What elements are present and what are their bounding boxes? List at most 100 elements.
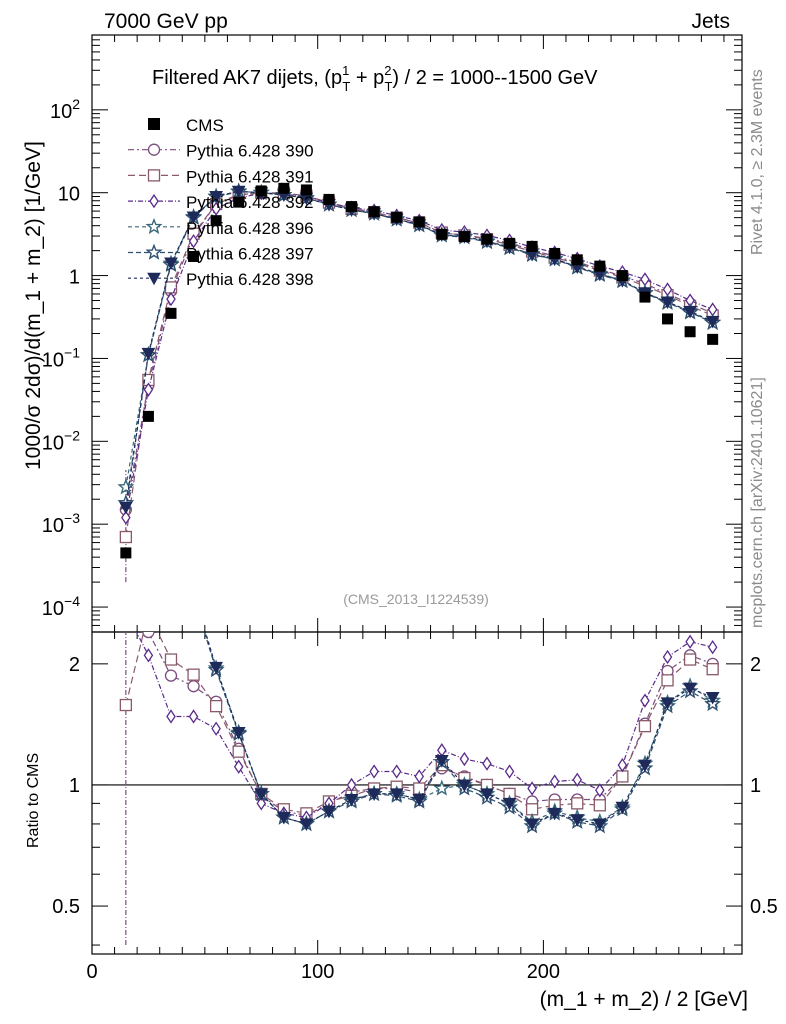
y-tick-label: 1 — [69, 267, 80, 289]
ratio-series-point — [525, 818, 539, 831]
ratio-series-point — [188, 709, 199, 724]
ratio-y-tick-label: 2 — [69, 654, 80, 676]
series-point — [660, 296, 675, 310]
title-sup1: 1 — [342, 63, 349, 78]
ratio-series-point — [119, 698, 133, 712]
legend-marker — [147, 272, 161, 286]
ratio-series-point — [660, 697, 675, 710]
ratio-series-point — [211, 721, 221, 736]
ratio-series-point — [549, 774, 560, 789]
cms-data-point — [662, 313, 674, 325]
cms-data-point — [188, 250, 200, 262]
ratio-series-point — [412, 794, 427, 807]
ratio-series-point — [142, 474, 154, 485]
header-left: 7000 GeV pp — [104, 10, 228, 33]
ratio-y-tick-label-right: 1 — [750, 775, 761, 797]
ratio-series-point — [547, 807, 562, 821]
cms-data-point — [413, 216, 425, 228]
ratio-series-point — [231, 727, 246, 740]
cms-data-point — [368, 206, 380, 218]
y-tick-label: 10 — [58, 184, 80, 206]
y-tick-label: 10−2 — [42, 427, 80, 454]
cms-data-point — [616, 270, 628, 282]
ratio-series-point — [232, 745, 245, 758]
ratio-series-point — [143, 607, 154, 618]
ratio-series-point — [391, 764, 402, 779]
ratio-series-point — [683, 682, 697, 696]
ratio-series-point — [434, 755, 449, 768]
ratio-series-point — [527, 781, 537, 796]
ratio-series-point — [683, 653, 697, 666]
x-axis-label: (m_1 + m_2) / 2 [GeV] — [540, 988, 748, 1011]
cms-data-point — [639, 291, 651, 303]
ratio-series-point — [592, 818, 607, 831]
series-point — [141, 347, 156, 361]
series-line — [125, 192, 713, 510]
legend-marker-cms — [148, 118, 160, 130]
ratio-series-point — [595, 783, 605, 798]
legend-label: Pythia 6.428 397 — [186, 245, 314, 264]
legend-label: Pythia 6.428 391 — [186, 167, 314, 186]
main-y-axis-label: 1000/σ 2dσ)/d(m_1 + m_2) [1/GeV] — [22, 141, 45, 470]
chart-title: Filtered AK7 dijets, (p1 T + p2 T) / 2 = 1… — [152, 63, 598, 94]
legend-label: Pythia 6.428 392 — [186, 193, 314, 212]
ratio-series-point — [142, 480, 155, 493]
x-tick-label: 100 — [301, 961, 334, 983]
ratio-series-point — [707, 640, 718, 655]
ratio-series-point — [705, 691, 720, 705]
cms-data-point — [504, 237, 516, 249]
ratio-series-point — [187, 590, 200, 603]
ratio-series-point — [322, 805, 336, 819]
ratio-series-point — [662, 649, 673, 665]
ratio-series-point — [344, 794, 359, 807]
series-point — [119, 530, 133, 544]
cms-data-point — [594, 260, 606, 272]
legend-marker — [147, 169, 161, 182]
series-point — [143, 382, 154, 397]
legend-marker — [145, 217, 163, 235]
y-tick-label: 102 — [50, 96, 80, 123]
ratio-series-point — [572, 772, 583, 787]
ratio-series-point — [256, 796, 267, 811]
ratio-series-point — [233, 759, 244, 774]
ratio-series-point — [459, 751, 470, 767]
series-line — [125, 192, 713, 518]
series-line — [125, 192, 713, 538]
ratio-series-line — [135, 632, 713, 819]
title-sub2: T — [384, 79, 392, 94]
series-line — [125, 190, 713, 508]
y-tick-label: 10−4 — [42, 593, 80, 620]
ratio-series-point — [187, 587, 200, 600]
series-point — [117, 478, 135, 495]
cms-data-point — [458, 231, 470, 243]
ratio-series-point — [164, 542, 177, 555]
ratio-series-point — [504, 764, 515, 779]
cms-data-point — [436, 228, 448, 240]
ratio-series-point — [166, 709, 176, 724]
cms-data-point — [210, 215, 222, 227]
cms-data-point — [481, 233, 493, 245]
series-point — [186, 211, 201, 224]
ratio-series-point — [593, 799, 606, 812]
series-point — [166, 291, 176, 307]
ratio-series-point — [164, 653, 178, 666]
ratio-series-point — [480, 788, 494, 801]
mcplots-label: mcplots.cern.ch [arXiv:2401.10621] — [749, 377, 766, 628]
ratio-series-point — [254, 788, 269, 801]
cms-data-point — [571, 254, 583, 266]
ratio-series-point — [661, 674, 674, 687]
legend-label: Pythia 6.428 396 — [186, 219, 314, 238]
ratio-series-point — [502, 797, 517, 811]
ratio-series-point — [616, 770, 629, 783]
ratio-series-point — [685, 634, 695, 649]
ratio-series-point — [122, 605, 130, 617]
title-sup2: 2 — [384, 63, 391, 78]
title-mid: + p — [350, 67, 384, 89]
ratio-series-point — [299, 818, 314, 831]
ratio-y-axis-label: Ratio to CMS — [25, 753, 42, 848]
ratio-series-point — [209, 699, 223, 713]
header-right: Jets — [691, 10, 730, 33]
ratio-series-point — [367, 788, 381, 801]
legend-label: Pythia 6.428 398 — [186, 270, 314, 289]
cms-data-point — [300, 184, 312, 196]
